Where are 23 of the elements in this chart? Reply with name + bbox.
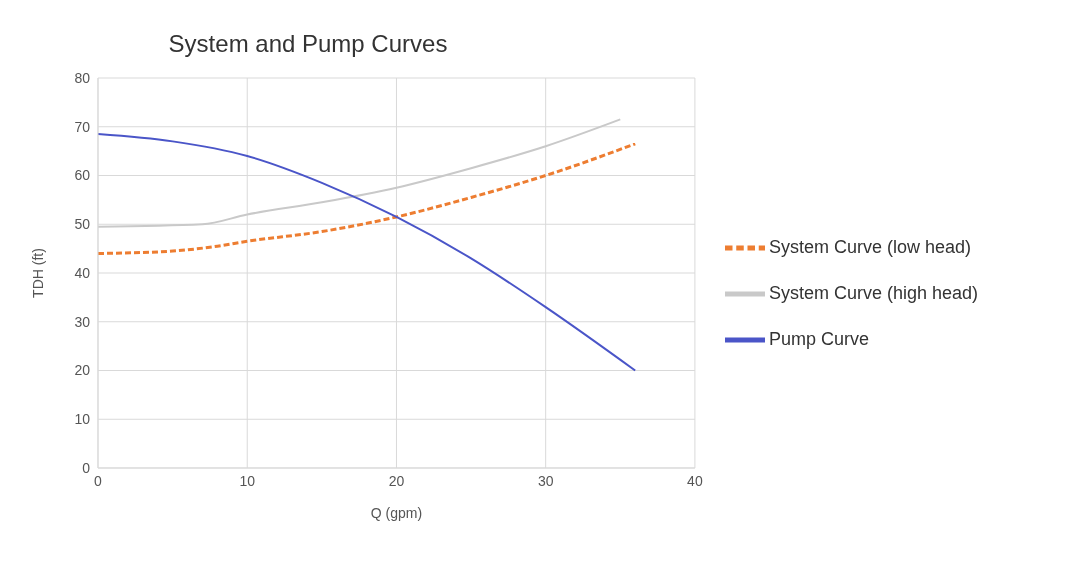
y-axis-title: TDH (ft) [29,248,46,298]
y-tick-label: 60 [74,167,91,184]
chart-title: System and Pump Curves [167,30,449,58]
line-series [98,133,637,372]
y-tick-label: 80 [74,69,91,86]
line-series [98,118,622,228]
x-tick-label: 20 [388,472,405,489]
legend-label: System Curve (high head) [768,283,978,303]
y-tick-label: 70 [74,118,91,135]
y-tick-label: 30 [74,313,91,330]
x-tick-label: 10 [239,472,256,489]
x-tick-label: 30 [537,472,554,489]
line-series [98,142,637,255]
y-tick-label: 0 [82,459,91,476]
x-axis-title: Q (gpm) [370,505,423,521]
legend-label: System Curve (low head) [768,237,971,257]
x-tick-label: 0 [94,472,103,489]
y-tick-label: 40 [74,264,91,281]
y-tick-label: 10 [74,411,91,428]
x-tick-label: 40 [687,472,703,489]
y-tick-label: 50 [74,216,91,233]
y-tick-label: 20 [74,362,91,379]
legend-label: Pump Curve [768,329,869,349]
